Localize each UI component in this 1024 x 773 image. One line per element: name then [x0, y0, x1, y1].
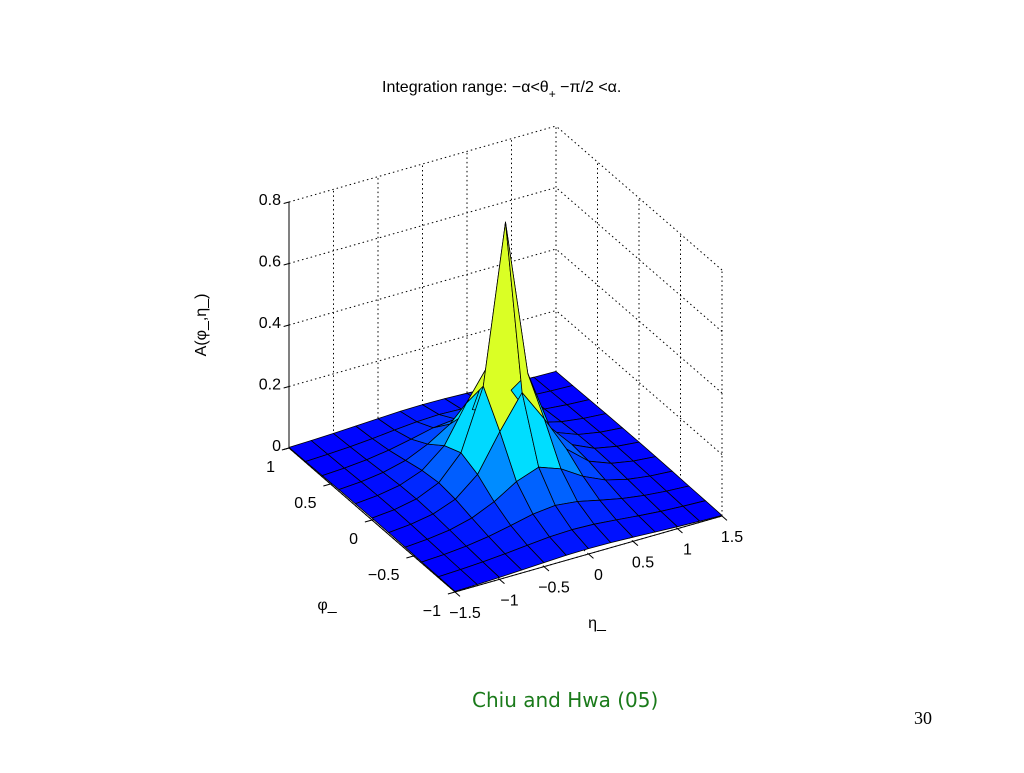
x-tick-label: 1 — [683, 542, 692, 559]
x-tick-mark — [454, 591, 461, 597]
side-wall-gridline — [555, 125, 723, 271]
x-tick-label: 0.5 — [632, 554, 654, 571]
x-tick-label: −1.5 — [449, 605, 481, 622]
surface-patch — [682, 500, 723, 522]
y-tick-label: 1 — [266, 459, 275, 476]
side-wall-gridline — [555, 187, 723, 332]
y-tick-mark — [447, 591, 456, 595]
x-tick-mark — [543, 566, 550, 572]
back-wall-gridline — [288, 248, 557, 326]
x-tick-label: 1.5 — [721, 529, 743, 546]
y-tick-label: 0 — [349, 531, 358, 548]
back-wall-gridline — [288, 187, 557, 264]
y-tick-mark — [406, 555, 414, 559]
x-tick-mark — [499, 578, 505, 585]
back-wall-gridline — [288, 125, 557, 203]
y-tick-label: −0.5 — [368, 567, 400, 584]
z-tick-label: 0 — [272, 438, 281, 455]
chart-title: Integration range: −α<θ+ −π/2 <α. — [382, 79, 621, 101]
z-tick-label: 0.2 — [259, 377, 281, 394]
z-tick-label: 0.4 — [259, 315, 281, 332]
z-tick-mark — [283, 386, 290, 389]
z-tick-mark — [283, 263, 290, 266]
citation-caption: Chiu and Hwa (05) — [472, 688, 659, 712]
y-tick-label: 0.5 — [294, 495, 316, 512]
side-wall-gridline — [555, 310, 723, 455]
z-axis-label: A(φ_,η_) — [193, 294, 210, 357]
page-number: 30 — [914, 708, 932, 728]
z-tick-mark — [283, 201, 290, 205]
z-tick-mark — [283, 447, 290, 451]
y-axis-label: φ_ — [317, 597, 337, 614]
x-tick-mark — [721, 515, 728, 521]
z-tick-label: 0.8 — [259, 192, 281, 209]
surface-mesh — [288, 221, 723, 592]
y-tick-mark — [364, 519, 373, 523]
y-tick-mark — [323, 483, 331, 487]
x-tick-label: −0.5 — [538, 580, 570, 597]
x-tick-label: −1 — [500, 592, 518, 609]
x-tick-label: 0 — [594, 567, 603, 584]
back-wall-gridline — [288, 310, 557, 387]
x-axis-label: η_ — [588, 615, 607, 632]
x-tick-mark — [632, 540, 639, 547]
x-tick-mark — [588, 553, 594, 559]
axis-tick-labels: −1.5 −1 −0.5 0 0.5 1 1.5 −1 −0.5 0 0.5 1 0 0.2 0.4 0.6 0… — [259, 192, 743, 622]
y-tick-label: −1 — [423, 603, 441, 620]
z-tick-mark — [283, 324, 290, 328]
z-tick-label: 0.6 — [259, 254, 281, 271]
x-tick-mark — [677, 528, 683, 534]
side-wall-gridline — [555, 248, 723, 394]
